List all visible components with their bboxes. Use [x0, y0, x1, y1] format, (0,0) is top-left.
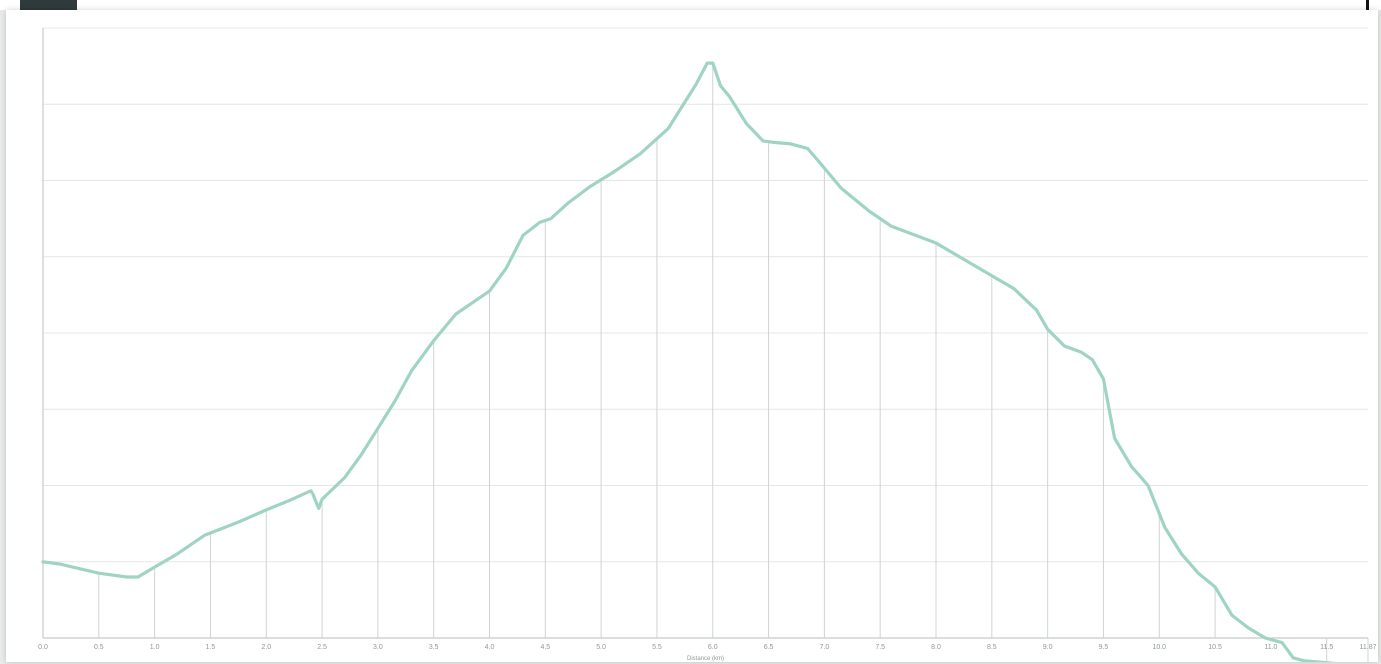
x-tick-label: 5.5	[652, 644, 662, 651]
x-tick-label: 10.5	[1208, 644, 1222, 651]
x-tick-label: 11.87	[1360, 644, 1377, 651]
x-tick-label: 9.5	[1099, 644, 1109, 651]
elevation-chart: 0.0 0.5 1.0 1.5 2.0 2.5 3.0 3.5 4.0 4.5 5.0 5.5 6.0 6…	[6, 10, 1378, 662]
top-left-tab	[20, 0, 77, 10]
axes	[42, 28, 1368, 639]
x-axis-label: Distance (km)	[687, 656, 724, 662]
x-tick-label: 0.5	[94, 644, 104, 651]
x-tick-label: 0.0	[38, 644, 48, 651]
x-tick-label: 7.0	[820, 644, 830, 651]
x-tick-label: 3.5	[429, 644, 439, 651]
series	[41, 61, 1337, 662]
x-tick-label: 1.0	[150, 644, 160, 651]
x-tick-label: 10.0	[1152, 644, 1166, 651]
x-tick-label: 8.5	[987, 644, 997, 651]
x-tick-label: 2.5	[317, 644, 327, 651]
x-tick-label: 11.5	[1320, 644, 1333, 651]
x-tick-label: 4.0	[485, 644, 495, 651]
x-tick-label: 2.0	[261, 644, 271, 651]
x-tick-label: 9.0	[1043, 644, 1053, 651]
elevation-line	[41, 61, 1337, 662]
x-tick-label: 6.5	[764, 644, 774, 651]
x-tick-label: 11.0	[1264, 644, 1277, 651]
x-tick-label: 8.0	[931, 644, 941, 651]
tick-labels: 0.0 0.5 1.0 1.5 2.0 2.5 3.0 3.5 4.0 4.5 5.0 5.5 6.0 6…	[38, 644, 1376, 651]
x-tick-label: 1.5	[206, 644, 216, 651]
chart-canvas: 0.0 0.5 1.0 1.5 2.0 2.5 3.0 3.5 4.0 4.5 5.0 5.5 6.0 6…	[38, 27, 1377, 662]
grid	[43, 27, 1369, 662]
x-tick-label: 7.5	[875, 644, 885, 651]
x-tick-label: 6.0	[708, 644, 718, 651]
x-tick-label: 5.0	[596, 644, 606, 651]
top-bar	[0, 0, 1381, 10]
top-right-marker	[1366, 0, 1369, 12]
x-tick-label: 3.0	[373, 644, 383, 651]
x-tick-label: 4.5	[540, 644, 550, 651]
